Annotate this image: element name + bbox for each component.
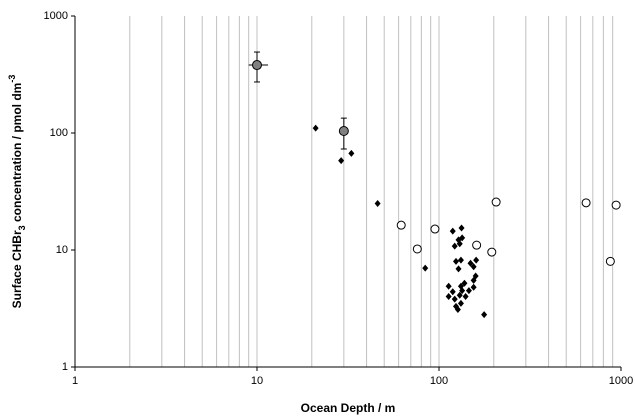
point bbox=[451, 295, 458, 303]
y-axis-label-part: Surface CHBr bbox=[10, 230, 24, 308]
point bbox=[470, 276, 477, 284]
point bbox=[462, 293, 469, 301]
point bbox=[453, 257, 460, 265]
point bbox=[481, 311, 488, 319]
y-tick-label: 10 bbox=[56, 244, 68, 256]
point bbox=[473, 256, 480, 264]
point bbox=[581, 198, 591, 208]
y-axis-label-part: 3 bbox=[17, 225, 27, 230]
point bbox=[487, 247, 497, 257]
point bbox=[312, 124, 319, 132]
x-tick-label: 1 bbox=[72, 375, 78, 387]
x-tick-label: 1000 bbox=[609, 375, 633, 387]
point bbox=[445, 282, 452, 290]
point bbox=[252, 60, 262, 71]
point bbox=[422, 264, 429, 272]
x-tick-label: 100 bbox=[430, 375, 448, 387]
point bbox=[412, 244, 422, 254]
point bbox=[459, 234, 466, 242]
point bbox=[457, 282, 464, 290]
point bbox=[449, 227, 456, 235]
point bbox=[449, 288, 456, 296]
point bbox=[470, 263, 477, 271]
point bbox=[465, 287, 472, 295]
y-tick-label: 1 bbox=[62, 361, 68, 373]
point bbox=[456, 240, 463, 248]
point bbox=[457, 299, 464, 307]
point bbox=[445, 293, 452, 301]
point bbox=[454, 306, 461, 314]
point bbox=[456, 291, 463, 299]
point bbox=[451, 242, 458, 250]
point bbox=[605, 256, 615, 266]
point bbox=[472, 240, 482, 250]
x-axis-label: Ocean Depth / m bbox=[301, 401, 396, 415]
point bbox=[470, 283, 477, 291]
point bbox=[457, 256, 464, 264]
point bbox=[430, 224, 440, 234]
point bbox=[338, 157, 345, 165]
y-axis-label-part: -3 bbox=[7, 75, 17, 83]
y-axis-label: Surface CHBr3 concentration / pmol dm-3 bbox=[7, 75, 27, 309]
point bbox=[348, 149, 355, 157]
point bbox=[611, 200, 621, 210]
point bbox=[458, 224, 465, 232]
point bbox=[461, 279, 468, 287]
point bbox=[455, 265, 462, 273]
point bbox=[491, 197, 501, 207]
point bbox=[467, 259, 474, 267]
x-tick-label: 10 bbox=[251, 375, 263, 387]
y-axis-label-part: concentration / pmol dm bbox=[10, 83, 24, 226]
point bbox=[374, 199, 381, 207]
y-tick-label: 100 bbox=[50, 127, 68, 139]
y-tick-label: 1000 bbox=[44, 10, 68, 22]
point bbox=[396, 220, 406, 230]
point bbox=[338, 126, 349, 137]
